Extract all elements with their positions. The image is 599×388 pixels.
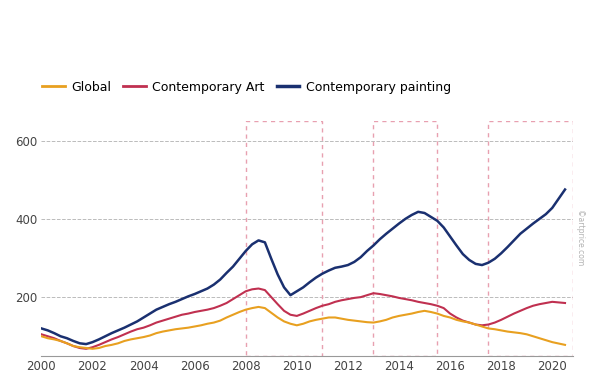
- Bar: [488, 121, 573, 356]
- Bar: [246, 121, 322, 356]
- Bar: [373, 121, 437, 356]
- Text: ©artprice.com: ©artprice.com: [575, 210, 585, 267]
- Legend: Global, Contemporary Art, Contemporary painting: Global, Contemporary Art, Contemporary p…: [37, 76, 456, 99]
